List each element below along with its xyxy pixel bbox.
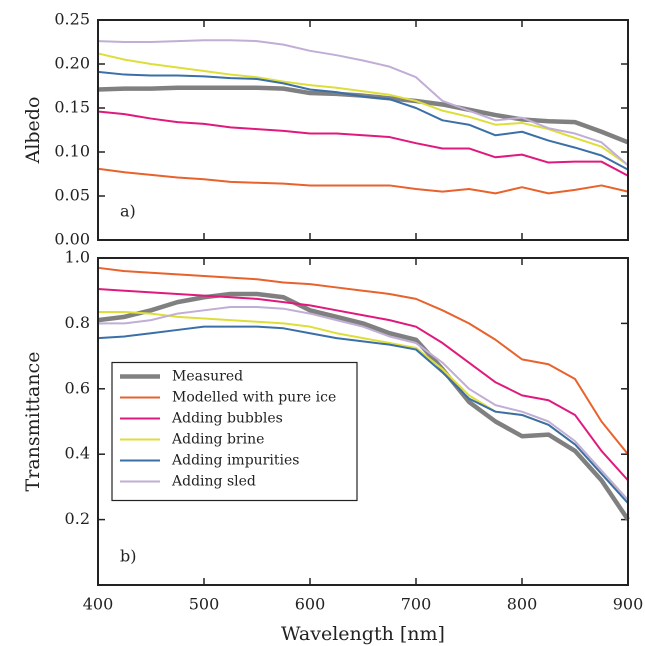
x-tick-label: 900 bbox=[613, 595, 644, 614]
legend-box bbox=[111, 361, 358, 502]
plot-frame bbox=[97, 19, 629, 241]
panel: 0.00 0.05 0.10 0.15 0.20 0.25 Albedo a) bbox=[22, 10, 629, 249]
series-line bbox=[97, 288, 629, 482]
series-line bbox=[97, 266, 629, 455]
legend-label: Modelled with pure ice bbox=[172, 390, 336, 406]
y-tick-label: 0.6 bbox=[65, 378, 90, 397]
plot-frame bbox=[97, 257, 629, 586]
y-tick-label: 0.05 bbox=[54, 186, 90, 205]
series-line bbox=[97, 110, 629, 177]
series-line bbox=[98, 306, 629, 501]
series-line bbox=[97, 325, 629, 504]
legend: Measured Modelled with pure ice Adding bub… bbox=[111, 361, 358, 502]
x-tick-label: 500 bbox=[189, 595, 220, 614]
y-tick-label: 0.00 bbox=[54, 230, 90, 249]
y-tick-label: 0.4 bbox=[65, 444, 90, 463]
x-axis-label: Wavelength [nm] bbox=[281, 623, 445, 645]
x-tick-label: 700 bbox=[401, 595, 432, 614]
y-tick-label: 0.8 bbox=[65, 313, 90, 332]
x-tick-label: 800 bbox=[507, 595, 538, 614]
y-tick-label: 0.15 bbox=[54, 98, 90, 117]
panel: 0.2 0.4 0.6 0.8 1.0 400 500 600 700 800 900 Transmi… bbox=[22, 248, 643, 646]
y-axis-label: Transmittance bbox=[22, 352, 44, 492]
y-tick-label: 0.25 bbox=[54, 10, 90, 29]
series-line bbox=[97, 70, 629, 171]
x-tick-label: 400 bbox=[83, 595, 114, 614]
series-line bbox=[97, 291, 630, 521]
y-tick-label: 0.20 bbox=[54, 54, 90, 73]
y-tick-label: 0.2 bbox=[65, 509, 90, 528]
y-tick-label: 1.0 bbox=[65, 248, 90, 267]
legend-label: Adding impurities bbox=[171, 453, 299, 469]
legend-label: Adding brine bbox=[171, 432, 264, 448]
y-tick-label: 0.10 bbox=[54, 142, 90, 161]
panel-label: b) bbox=[120, 547, 136, 566]
legend-label: Measured bbox=[172, 369, 243, 385]
series-line bbox=[97, 39, 629, 166]
panel-label: a) bbox=[120, 202, 136, 221]
legend-label: Adding sled bbox=[171, 474, 256, 490]
series-line bbox=[97, 167, 629, 195]
y-axis-label: Albedo bbox=[22, 97, 44, 165]
legend-label: Adding bubbles bbox=[171, 411, 283, 427]
x-tick-label: 600 bbox=[295, 595, 326, 614]
series-line bbox=[97, 52, 629, 167]
